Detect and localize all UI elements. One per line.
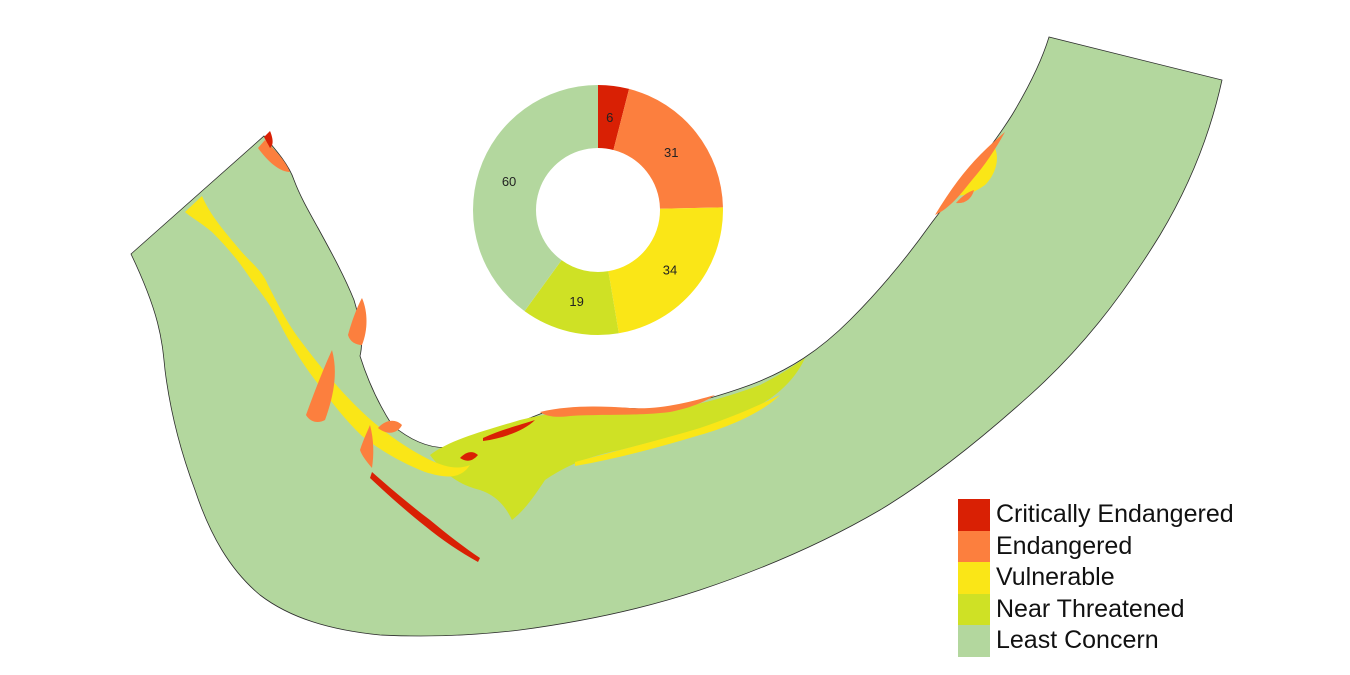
endangered-patch-4 (348, 298, 367, 345)
legend-item-critically-endangered: Critically Endangered (958, 499, 1234, 531)
near-threatened-region (430, 358, 805, 520)
legend-item-near-threatened: Near Threatened (958, 593, 1234, 625)
legend-label: Least Concern (996, 626, 1159, 655)
endangered-patch-1 (258, 140, 290, 172)
legend-item-vulnerable: Vulnerable (958, 562, 1234, 594)
donut-slice-critically-endangered (598, 85, 630, 150)
donut-data-label: 6 (606, 110, 613, 125)
legend-label: Critically Endangered (996, 500, 1234, 529)
legend-swatch (958, 562, 990, 594)
donut-data-label: 19 (569, 294, 583, 309)
legend-swatch (958, 530, 990, 562)
legend-swatch (958, 499, 990, 531)
donut-slice-endangered (613, 88, 723, 209)
donut-data-label: 60 (502, 174, 516, 189)
legend-item-endangered: Endangered (958, 530, 1234, 562)
legend-item-least-concern: Least Concern (958, 625, 1234, 657)
least-concern-region (130, 36, 1223, 637)
legend-label: Near Threatened (996, 594, 1185, 623)
legend-label: Vulnerable (996, 563, 1115, 592)
legend-swatch (958, 625, 990, 657)
critically-endangered-patch-2 (264, 131, 273, 148)
endangered-coast-mid (540, 395, 715, 417)
endangered-patch-5 (378, 420, 402, 433)
critically-endangered-patch-1 (483, 420, 535, 441)
donut-slice-vulnerable (608, 207, 723, 334)
legend: Critically Endangered Endangered Vulnera… (958, 499, 1234, 657)
endangered-patch-3 (360, 425, 374, 468)
vulnerable-region (185, 196, 470, 477)
donut-slice-near-threatened (524, 260, 619, 336)
endangered-coast-ne (935, 132, 1005, 215)
critically-endangered-patch-3 (460, 452, 478, 461)
critically-endangered-channel (370, 472, 480, 562)
legend-label: Endangered (996, 531, 1133, 560)
vulnerable-strip-east (575, 395, 780, 466)
endangered-patch-2 (306, 350, 335, 423)
legend-swatch (958, 593, 990, 625)
donut-data-label: 31 (664, 145, 678, 160)
donut-chart: 6 31 34 19 60 (472, 85, 723, 336)
endangered-coast-ne2 (956, 190, 974, 204)
donut-data-label: 34 (663, 263, 677, 278)
donut-slice-least-concern (472, 85, 598, 312)
